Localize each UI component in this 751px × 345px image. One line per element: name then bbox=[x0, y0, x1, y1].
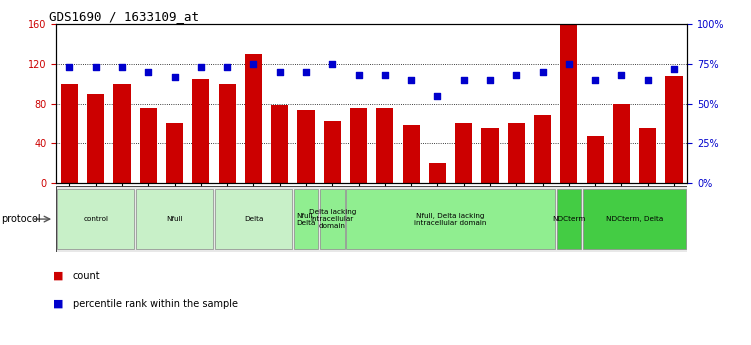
Bar bbox=[245, 54, 262, 183]
Bar bbox=[136, 189, 213, 249]
Bar bbox=[140, 108, 157, 183]
Text: Delta lacking
intracellular
domain: Delta lacking intracellular domain bbox=[309, 209, 356, 229]
Point bbox=[195, 64, 207, 70]
Bar bbox=[403, 125, 420, 183]
Point bbox=[222, 64, 234, 70]
Point bbox=[563, 61, 575, 67]
Bar bbox=[429, 163, 446, 183]
Bar bbox=[320, 189, 345, 249]
Bar bbox=[665, 76, 683, 183]
Point bbox=[169, 74, 181, 79]
Bar bbox=[534, 115, 551, 183]
Bar bbox=[508, 124, 525, 183]
Point bbox=[536, 69, 548, 75]
Bar bbox=[350, 108, 367, 183]
Text: Nfull,
Delta: Nfull, Delta bbox=[297, 213, 315, 226]
Point bbox=[90, 64, 102, 70]
Bar bbox=[481, 128, 499, 183]
Text: protocol: protocol bbox=[2, 214, 41, 224]
Point bbox=[457, 77, 470, 82]
Bar bbox=[219, 84, 236, 183]
Bar bbox=[297, 110, 315, 183]
Bar bbox=[324, 121, 341, 183]
Text: Nfull, Delta lacking
intracellular domain: Nfull, Delta lacking intracellular domai… bbox=[415, 213, 487, 226]
Bar bbox=[376, 108, 394, 183]
Bar bbox=[560, 24, 578, 183]
Point bbox=[353, 72, 365, 78]
Bar bbox=[556, 189, 581, 249]
Bar bbox=[613, 104, 630, 183]
Text: count: count bbox=[73, 271, 101, 281]
Bar bbox=[346, 189, 555, 249]
Bar bbox=[192, 79, 210, 183]
Bar bbox=[639, 128, 656, 183]
Bar bbox=[215, 189, 292, 249]
Bar bbox=[87, 93, 104, 183]
Text: GDS1690 / 1633109_at: GDS1690 / 1633109_at bbox=[49, 10, 199, 23]
Point bbox=[116, 64, 128, 70]
Bar bbox=[113, 84, 131, 183]
Bar bbox=[587, 136, 604, 183]
Text: control: control bbox=[83, 216, 108, 222]
Text: Nfull: Nfull bbox=[166, 216, 183, 222]
Text: percentile rank within the sample: percentile rank within the sample bbox=[73, 299, 238, 308]
Text: NDCterm, Delta: NDCterm, Delta bbox=[606, 216, 663, 222]
Bar bbox=[166, 124, 183, 183]
Point bbox=[64, 64, 75, 70]
Text: ■: ■ bbox=[53, 299, 63, 308]
Point bbox=[616, 72, 628, 78]
Point bbox=[379, 72, 391, 78]
Point bbox=[431, 93, 443, 98]
Bar bbox=[271, 106, 288, 183]
Point bbox=[511, 72, 523, 78]
Point bbox=[484, 77, 496, 82]
Point bbox=[143, 69, 155, 75]
Point bbox=[590, 77, 602, 82]
Point bbox=[248, 61, 260, 67]
Bar bbox=[57, 189, 134, 249]
Text: ■: ■ bbox=[53, 271, 63, 281]
Point bbox=[274, 69, 286, 75]
Text: NDCterm: NDCterm bbox=[552, 216, 586, 222]
Point bbox=[326, 61, 338, 67]
Point bbox=[641, 77, 653, 82]
Text: Delta: Delta bbox=[244, 216, 263, 222]
Point bbox=[406, 77, 418, 82]
Bar bbox=[61, 84, 78, 183]
Bar bbox=[455, 124, 472, 183]
Bar bbox=[583, 189, 686, 249]
Point bbox=[300, 69, 312, 75]
Bar bbox=[294, 189, 318, 249]
Point bbox=[668, 66, 680, 71]
